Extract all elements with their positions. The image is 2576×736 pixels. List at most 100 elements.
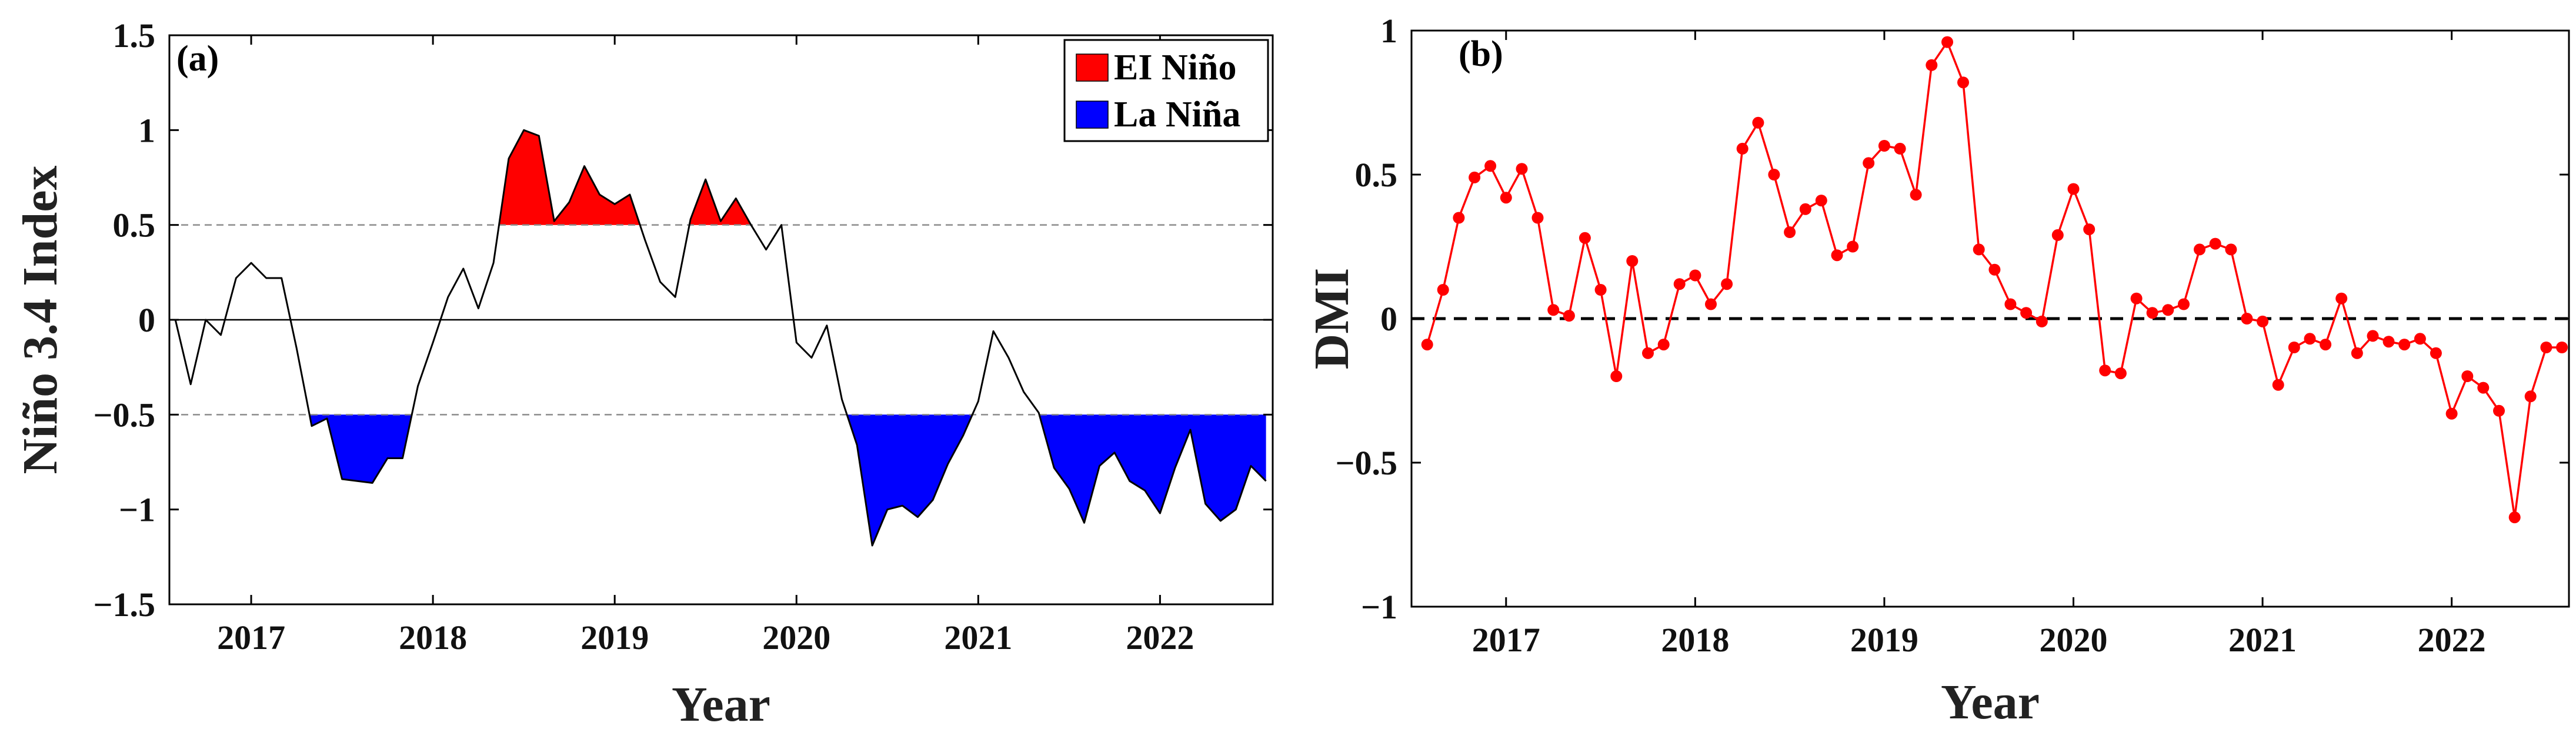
dmi-point (2162, 304, 2174, 316)
dmi-point (2272, 379, 2284, 391)
dmi-point (1421, 339, 1433, 351)
y-tick-label: 1 (1380, 12, 1397, 50)
dmi-point (1547, 304, 1560, 316)
dmi-point (2225, 243, 2237, 256)
x-tick-label: 2020 (762, 618, 830, 657)
dmi-point (1705, 298, 1717, 310)
dmi-point (2430, 347, 2442, 359)
dmi-point (1957, 76, 1969, 89)
dmi-point (1516, 163, 1528, 175)
dmi-point (1910, 189, 1922, 201)
dmi-point (1736, 142, 1749, 155)
y-tick-label: 0 (138, 301, 155, 339)
dmi-point (2477, 382, 2490, 394)
y-tick-label: −0.5 (1335, 444, 1397, 482)
dmi-point (1657, 339, 1670, 351)
dmi-point (1563, 310, 1575, 322)
x-tick-label: 2021 (944, 618, 1012, 657)
dmi-point (2067, 183, 2080, 195)
panel-a-y-ticks: 1.5 1 0.5 0 −0.5 −1 −1.5 (93, 16, 1273, 624)
dmi-point (2114, 367, 2127, 380)
x-tick-label: 2019 (580, 618, 649, 657)
dmi-point (1453, 212, 1465, 224)
panel-a-x-ticks: 2017 2018 2019 2020 2021 2022 (217, 35, 1194, 657)
dmi-point (2036, 315, 2048, 327)
y-tick-label: −1.5 (93, 586, 155, 624)
x-tick-label: 2022 (2418, 621, 2486, 659)
dmi-point (2004, 298, 2017, 310)
dmi-point (2241, 313, 2253, 324)
dmi-point (2020, 307, 2033, 319)
dmi-point (2351, 347, 2363, 359)
legend-swatch-el-nino (1076, 53, 1109, 82)
dmi-point (1437, 284, 1449, 296)
dmi-point (1531, 212, 1544, 224)
panel-b-y-axis-label: DMI (1304, 268, 1359, 370)
y-tick-label: 1 (138, 111, 155, 149)
panel-a-label: (a) (176, 39, 219, 79)
dmi-point (1831, 249, 1843, 262)
panel-a-y-axis-label: Niño 3.4 Index (13, 165, 68, 474)
dmi-point (2556, 342, 2568, 353)
dmi-point (2414, 333, 2426, 345)
x-tick-label: 2021 (2228, 621, 2297, 659)
dmi-point (1689, 269, 1701, 282)
la-nina-area (847, 414, 973, 546)
x-tick-label: 2018 (1661, 621, 1729, 659)
dmi-point (1610, 370, 1623, 382)
x-tick-label: 2019 (1850, 621, 1918, 659)
panel-a-fill-areas (309, 130, 1266, 546)
dmi-point (1721, 278, 1733, 290)
y-tick-label: −1 (1361, 588, 1397, 626)
dmi-point (1768, 169, 1780, 180)
dmi-point (1784, 226, 1796, 238)
x-tick-label: 2022 (1126, 618, 1194, 657)
dmi-point (2445, 407, 2458, 420)
panel-a-legend: EI Niño La Niña (1063, 39, 1269, 142)
panel-a-x-axis-label: Year (672, 677, 770, 732)
dmi-point (1579, 232, 1591, 244)
y-tick-label: −1 (119, 491, 155, 529)
dmi-point (1926, 59, 1938, 71)
dmi-point (2178, 298, 2190, 310)
dmi-point (1799, 203, 1811, 215)
y-tick-label: 0 (1380, 300, 1397, 338)
legend-label-la-nina: La Niña (1114, 95, 1240, 135)
y-tick-label: 0.5 (1355, 156, 1398, 194)
panel-a-reference-lines (169, 224, 1273, 416)
x-tick-label: 2020 (2039, 621, 2107, 659)
x-tick-label: 2017 (217, 618, 285, 657)
dmi-point (2398, 339, 2411, 351)
dmi-point (1988, 263, 2001, 276)
el-nino-area (499, 130, 640, 225)
panel-b-dmi: 1 0.5 0 −0.5 −1 2017 2018 2019 2020 2021 2022 (b)… (1304, 12, 2570, 730)
dmi-point (2051, 229, 2064, 241)
dmi-point (2304, 333, 2316, 345)
panel-b-label: (b) (1459, 34, 1503, 74)
panel-b-series (1421, 36, 2568, 524)
el-nino-area (689, 179, 751, 225)
dmi-point (2083, 223, 2095, 236)
dmi-point (1626, 255, 1639, 267)
panel-b-y-ticks: 1 0.5 0 −0.5 −1 (1335, 12, 2569, 626)
dmi-point (1673, 278, 1686, 290)
dmi-point (1941, 36, 1953, 48)
dmi-point (2335, 292, 2348, 305)
dmi-point (1642, 347, 1654, 359)
dmi-point (2383, 336, 2395, 348)
dmi-point (2493, 404, 2505, 417)
dmi-point (1878, 140, 1890, 152)
dmi-line (1426, 41, 2562, 518)
dmi-point (2146, 307, 2158, 319)
dmi-point (1894, 142, 1906, 155)
y-tick-label: −0.5 (93, 396, 155, 434)
y-tick-label: 1.5 (113, 16, 156, 55)
dmi-point (1484, 160, 1497, 172)
dmi-point (1863, 157, 1875, 169)
dmi-point (2209, 237, 2221, 250)
legend-swatch-la-nina (1076, 101, 1109, 129)
nino34-line (174, 129, 1267, 547)
dmi-point (1752, 116, 1764, 129)
dmi-point (2099, 364, 2111, 377)
